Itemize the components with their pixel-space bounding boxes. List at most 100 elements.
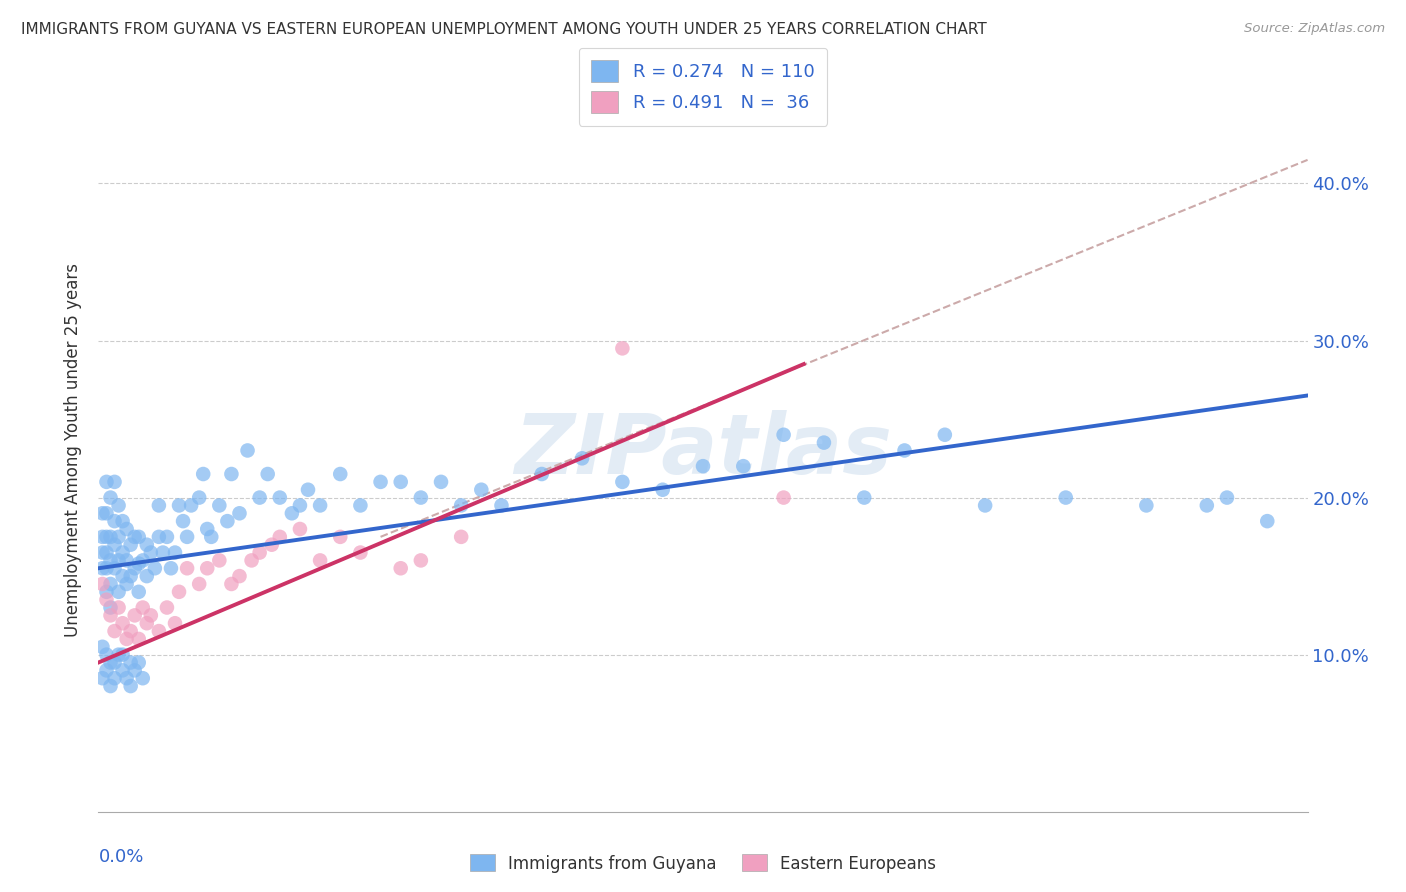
Point	[389, 475, 412, 489]
Y-axis label: Unemployment Among Youth under 25 years: Unemployment Among Youth under 25 years	[65, 263, 83, 638]
Point	[91, 530, 114, 544]
Point	[249, 545, 271, 559]
Point	[124, 664, 146, 678]
Point	[163, 545, 186, 559]
Point	[176, 561, 198, 575]
Point	[132, 600, 155, 615]
Point	[893, 443, 915, 458]
Text: Source: ZipAtlas.com: Source: ZipAtlas.com	[1244, 22, 1385, 36]
Point	[111, 616, 134, 631]
Point	[120, 538, 142, 552]
Point	[139, 608, 162, 623]
Point	[188, 491, 211, 505]
Point	[115, 577, 138, 591]
Point	[329, 530, 352, 544]
Point	[128, 632, 150, 646]
Point	[188, 577, 211, 591]
Legend: Immigrants from Guyana, Eastern Europeans: Immigrants from Guyana, Eastern European…	[463, 847, 943, 880]
Text: IMMIGRANTS FROM GUYANA VS EASTERN EUROPEAN UNEMPLOYMENT AMONG YOUTH UNDER 25 YEA: IMMIGRANTS FROM GUYANA VS EASTERN EUROPE…	[21, 22, 987, 37]
Point	[156, 530, 179, 544]
Point	[349, 545, 371, 559]
Point	[221, 577, 243, 591]
Point	[470, 483, 492, 497]
Point	[297, 483, 319, 497]
Point	[111, 648, 134, 662]
Point	[132, 553, 155, 567]
Point	[249, 491, 271, 505]
Point	[450, 530, 472, 544]
Point	[107, 584, 129, 599]
Point	[96, 584, 118, 599]
Point	[96, 561, 118, 575]
Point	[132, 671, 155, 685]
Point	[107, 648, 129, 662]
Point	[221, 467, 243, 481]
Point	[409, 553, 432, 567]
Point	[1256, 514, 1278, 528]
Point	[269, 491, 291, 505]
Point	[139, 545, 162, 559]
Point	[91, 671, 114, 685]
Point	[176, 530, 198, 544]
Point	[180, 499, 202, 513]
Point	[135, 538, 157, 552]
Point	[115, 522, 138, 536]
Point	[288, 499, 311, 513]
Point	[124, 608, 146, 623]
Point	[100, 679, 122, 693]
Point	[409, 491, 432, 505]
Point	[91, 545, 114, 559]
Point	[612, 342, 634, 356]
Point	[152, 545, 174, 559]
Point	[100, 656, 122, 670]
Point	[309, 499, 332, 513]
Point	[329, 467, 352, 481]
Point	[111, 545, 134, 559]
Point	[103, 475, 125, 489]
Point	[148, 499, 170, 513]
Point	[135, 569, 157, 583]
Point	[172, 514, 194, 528]
Point	[96, 648, 118, 662]
Point	[100, 553, 122, 567]
Point	[107, 600, 129, 615]
Point	[103, 624, 125, 639]
Point	[107, 553, 129, 567]
Point	[103, 514, 125, 528]
Point	[124, 561, 146, 575]
Point	[389, 561, 412, 575]
Point	[128, 530, 150, 544]
Point	[571, 451, 593, 466]
Point	[692, 459, 714, 474]
Point	[651, 483, 673, 497]
Text: ZIPatlas: ZIPatlas	[515, 410, 891, 491]
Point	[103, 561, 125, 575]
Point	[160, 561, 183, 575]
Point	[974, 499, 997, 513]
Point	[193, 467, 215, 481]
Point	[208, 553, 231, 567]
Point	[167, 499, 190, 513]
Point	[370, 475, 392, 489]
Point	[208, 499, 231, 513]
Point	[115, 553, 138, 567]
Point	[256, 467, 278, 481]
Point	[281, 506, 304, 520]
Point	[772, 427, 794, 442]
Point	[288, 522, 311, 536]
Point	[240, 553, 263, 567]
Point	[103, 538, 125, 552]
Point	[148, 624, 170, 639]
Point	[167, 584, 190, 599]
Point	[1195, 499, 1218, 513]
Point	[228, 506, 250, 520]
Point	[269, 530, 291, 544]
Point	[1135, 499, 1157, 513]
Point	[115, 632, 138, 646]
Point	[733, 459, 755, 474]
Point	[111, 569, 134, 583]
Point	[195, 522, 218, 536]
Point	[96, 530, 118, 544]
Point	[772, 491, 794, 505]
Point	[91, 506, 114, 520]
